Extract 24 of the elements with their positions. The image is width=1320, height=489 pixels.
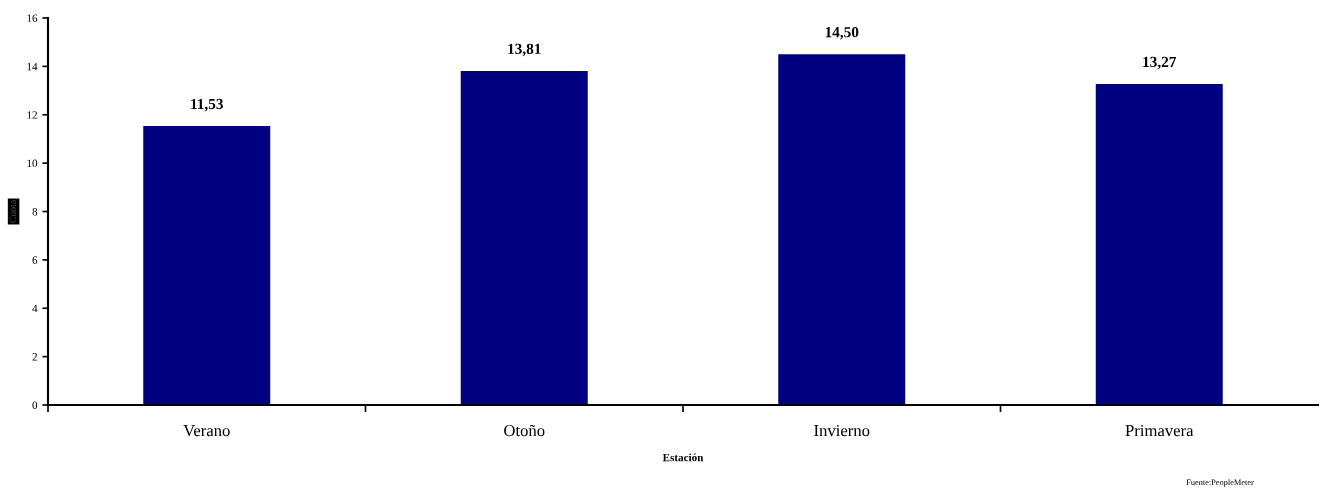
- y-tick-label: 4: [32, 304, 38, 313]
- source-note: Fuente:PeopleMeter: [1186, 479, 1254, 487]
- x-axis-title: Estación: [662, 453, 704, 462]
- y-tick-label: 0: [32, 401, 38, 409]
- y-tick-label: 16: [27, 14, 38, 22]
- data-label: 13,81: [508, 43, 541, 57]
- y-tick-label: 14: [27, 62, 38, 71]
- data-label: 11,53: [191, 98, 223, 112]
- x-tick-label: Primavera: [1125, 424, 1194, 437]
- y-tick-label: 6: [32, 256, 38, 264]
- bar: [1095, 84, 1223, 405]
- bar: [460, 70, 588, 405]
- bar: [778, 54, 906, 405]
- y-tick-label: 2: [32, 353, 37, 361]
- x-tick-label: Invierno: [814, 424, 870, 437]
- y-tick-label: 12: [27, 111, 37, 119]
- data-label: 14,50: [825, 26, 859, 40]
- y-tick-label: 8: [32, 207, 38, 216]
- data-label: 13,27: [1143, 56, 1177, 70]
- y-axis-title: Cuota: [9, 200, 17, 223]
- bar: [143, 126, 271, 405]
- x-tick-label: Otoño: [504, 424, 545, 437]
- x-tick-label: Verano: [183, 425, 230, 437]
- y-tick-label: 10: [27, 159, 38, 168]
